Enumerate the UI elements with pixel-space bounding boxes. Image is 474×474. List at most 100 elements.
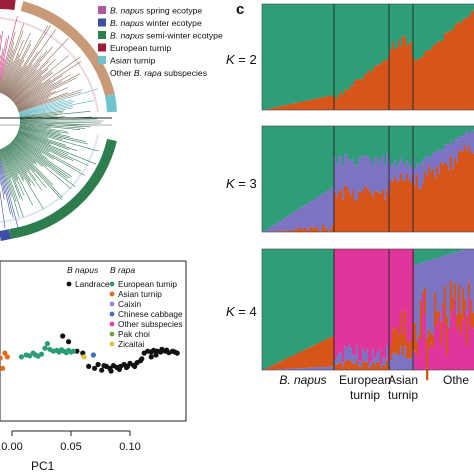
admixture-bar xyxy=(314,98,317,110)
admixture-bar xyxy=(278,106,281,110)
admixture-bar xyxy=(372,165,375,197)
admixture-bar xyxy=(382,249,385,358)
pca-point xyxy=(139,356,145,362)
admixture-bar xyxy=(378,126,381,162)
admixture-bar xyxy=(358,360,361,367)
admixture-bar xyxy=(472,249,474,313)
tree-branch xyxy=(1,53,20,94)
admixture-bar xyxy=(426,4,429,51)
tree-branch xyxy=(9,143,36,173)
legend-label: European turnip xyxy=(110,43,171,53)
tree-branch xyxy=(19,127,88,145)
tree-branch xyxy=(0,149,24,218)
admixture-bar xyxy=(456,314,459,331)
admixture-bar xyxy=(440,256,443,322)
tree-branch xyxy=(15,75,63,106)
admixture-bar xyxy=(444,33,447,110)
admixture-bar xyxy=(364,352,367,364)
admixture-bar xyxy=(368,249,371,364)
admixture-bar xyxy=(406,341,409,359)
admixture-bar xyxy=(322,193,325,225)
admixture-bar xyxy=(416,163,419,175)
admixture-bar xyxy=(332,187,335,225)
admixture-bar xyxy=(316,98,319,110)
admixture-bar xyxy=(418,188,421,232)
admixture-bar xyxy=(288,126,291,216)
tree-branch xyxy=(14,137,72,178)
admixture-bar xyxy=(448,327,451,328)
admixture-bar xyxy=(472,153,474,232)
admixture-bar xyxy=(396,327,399,353)
admixture-bar xyxy=(348,4,351,91)
admixture-bar xyxy=(384,359,387,366)
pca-x-label: PC1 xyxy=(31,459,55,473)
k-label: K = 2 xyxy=(226,52,257,67)
admixture-bar xyxy=(314,126,317,199)
admixture-bar xyxy=(452,253,455,298)
admixture-bar xyxy=(410,126,413,168)
admixture-bar xyxy=(392,164,395,181)
admixture-bar xyxy=(366,249,369,350)
admixture-bar xyxy=(354,355,357,365)
admixture-bar xyxy=(320,367,323,370)
admixture-bar xyxy=(356,126,359,166)
admixture-bar xyxy=(410,249,413,341)
admixture-bar xyxy=(432,249,435,260)
admixture-bar xyxy=(298,352,301,369)
admixture-bar xyxy=(282,249,285,361)
admixture-bar xyxy=(338,249,341,354)
admixture-bar xyxy=(460,250,463,314)
admixture-bar xyxy=(354,80,357,110)
admixture-bar xyxy=(314,344,317,368)
admixture-bar xyxy=(274,364,277,370)
admixture-bar xyxy=(268,4,271,109)
admixture-bar xyxy=(430,333,433,344)
admixture-bar xyxy=(322,126,325,194)
admixture-bar xyxy=(448,126,451,145)
admixture-bar xyxy=(420,262,423,301)
pca-point xyxy=(92,365,98,371)
admixture-bar xyxy=(398,356,401,370)
tree-branch xyxy=(2,32,31,94)
admixture-bar xyxy=(398,249,401,336)
admixture-bar xyxy=(286,231,289,232)
pca-tick-label: 0.10 xyxy=(119,441,140,453)
admixture-bar xyxy=(454,126,457,140)
admixture-bar xyxy=(338,191,341,232)
admixture-bar xyxy=(442,39,445,110)
pca-point xyxy=(18,354,24,360)
admixture-bar xyxy=(448,327,451,370)
pca-frame xyxy=(0,260,187,422)
admixture-bar xyxy=(276,126,279,224)
admixture-bar xyxy=(306,229,309,232)
tree-branch xyxy=(2,147,19,180)
admixture-bar xyxy=(316,226,319,232)
admixture-bar xyxy=(454,249,457,253)
admixture-bar xyxy=(262,126,265,232)
admixture-bar xyxy=(396,4,399,48)
admixture-bar xyxy=(428,50,431,110)
admixture-bar xyxy=(294,103,297,110)
structure-panel-frame xyxy=(261,125,474,233)
admixture-bar xyxy=(332,366,335,370)
admixture-bar xyxy=(308,230,311,232)
admixture-bar xyxy=(288,368,291,370)
structure-panel-frame xyxy=(261,3,474,111)
admixture-bar xyxy=(414,4,417,61)
admixture-bar xyxy=(386,126,389,154)
tree-branch xyxy=(19,110,64,118)
admixture-bar xyxy=(306,126,309,205)
admixture-bar xyxy=(328,338,331,367)
admixture-bar xyxy=(384,165,387,200)
tree-branch xyxy=(3,39,32,95)
tree-branch xyxy=(19,128,63,140)
admixture-bar xyxy=(472,10,474,110)
admixture-bar xyxy=(356,249,359,346)
admixture-bar xyxy=(272,249,275,366)
inner-ring xyxy=(0,17,99,113)
admixture-bar xyxy=(298,209,301,228)
admixture-bar xyxy=(332,4,335,96)
pca-point xyxy=(95,361,101,368)
admixture-bar xyxy=(374,190,377,232)
